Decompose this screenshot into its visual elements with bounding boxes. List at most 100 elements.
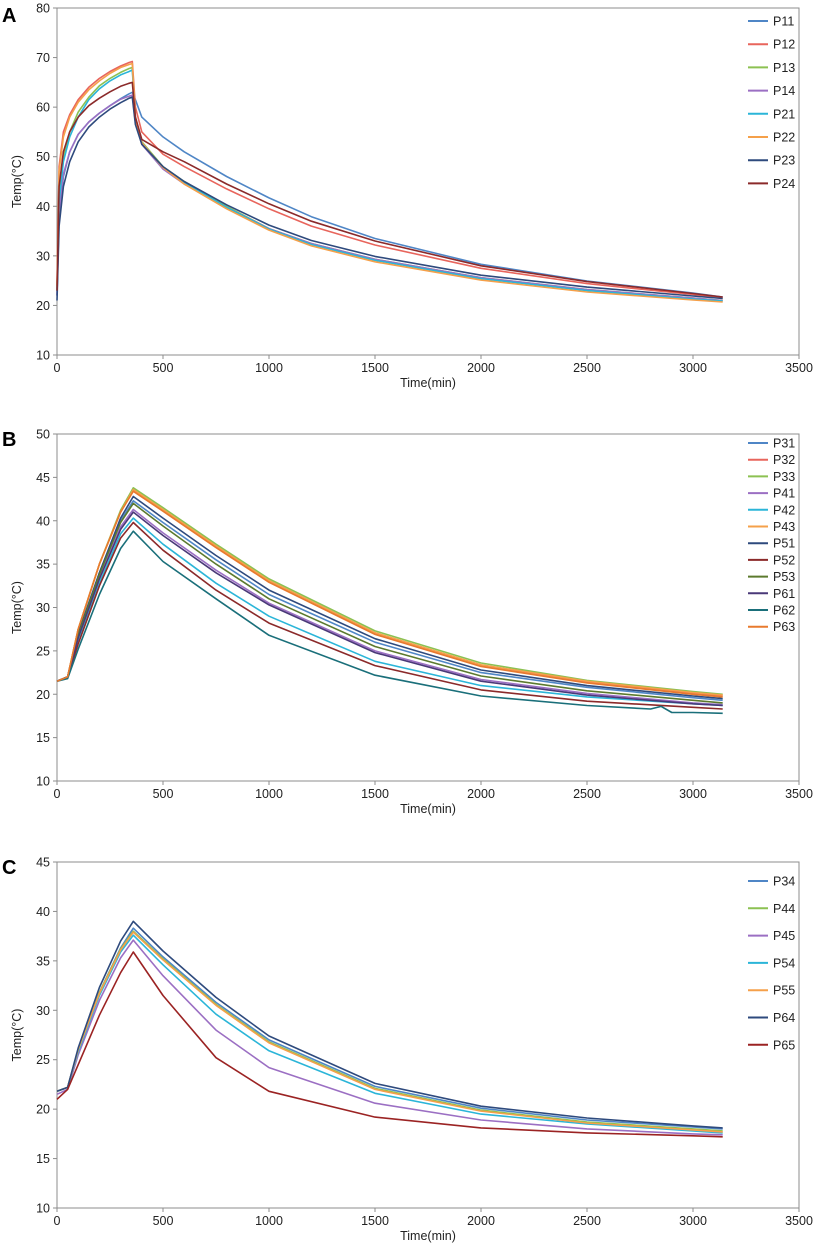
panel-c-x-axis-title: Time(min) (400, 1229, 456, 1243)
panel-a-x-tick-label: 3500 (785, 361, 813, 375)
panel-c-series-p64 (56, 920, 723, 1129)
panel-c-series-p54 (56, 934, 723, 1134)
panel-b-y-tick-label: 35 (36, 558, 50, 572)
panel-a-x-tick-label: 500 (153, 361, 174, 375)
panel-c-x-tick-label: 2500 (573, 1214, 601, 1228)
panel-a-x-tick-label: 3000 (679, 361, 707, 375)
panel-b-plot-frame (56, 433, 800, 782)
panel-b-y-tick-label: 10 (36, 775, 50, 789)
panel-b-legend-label-p51: P51 (773, 537, 795, 551)
panel-b-legend-label-p32: P32 (773, 453, 795, 467)
panel-b-legend-label-p33: P33 (773, 470, 795, 484)
panel-a-y-tick-label: 40 (36, 200, 50, 214)
panel-a-x-tick-label: 0 (54, 361, 61, 375)
panel-c-y-tick-label: 15 (36, 1152, 50, 1166)
panel-a-y-tick-label: 80 (36, 2, 50, 16)
panel-b-x-tick-label: 1500 (361, 787, 389, 801)
panel-a-plot-frame (56, 7, 800, 356)
panel-a-y-axis-title: Temp(°C) (10, 155, 24, 208)
panel-a-legend-label-p13: P13 (773, 61, 795, 75)
panel-a-x-tick-label: 2000 (467, 361, 495, 375)
panel-a-series-p23 (56, 96, 723, 301)
panel-b-x-tick-label: 3500 (785, 787, 813, 801)
panel-b-x-tick-label: 500 (153, 787, 174, 801)
panel-c-legend-label-p54: P54 (773, 956, 795, 970)
panel-a-series-p21 (56, 69, 723, 302)
panel-c-letter: C (2, 857, 16, 879)
panel-c-y-axis-title: Temp(°C) (10, 1009, 24, 1062)
panel-b-y-tick-label: 50 (36, 428, 50, 442)
panel-b-series-p52 (56, 521, 723, 710)
panel-b-legend-label-p61: P61 (773, 587, 795, 601)
panel-a-legend-label-p12: P12 (773, 38, 795, 52)
panel-b-legend-label-p31: P31 (773, 437, 795, 451)
panel-c-series-p65 (56, 951, 723, 1138)
panel-b-legend-label-p43: P43 (773, 520, 795, 534)
panel-b-y-tick-label: 45 (36, 471, 50, 485)
panel-c-x-tick-label: 3000 (679, 1214, 707, 1228)
panel-a-series-p11 (56, 91, 723, 298)
panel-b-y-tick-label: 15 (36, 731, 50, 745)
panel-a-legend-label-p11: P11 (773, 15, 794, 29)
panel-c-x-tick-label: 500 (153, 1214, 174, 1228)
panel-a-legend-label-p14: P14 (773, 84, 795, 98)
panel-a-legend-label-p22: P22 (773, 131, 795, 145)
panel-b-legend-label-p42: P42 (773, 503, 795, 517)
panel-c-y-tick-label: 20 (36, 1103, 50, 1117)
panel-a-letter: A (2, 5, 16, 27)
panel-a-series-p22 (56, 62, 723, 303)
panel-a-legend-label-p24: P24 (773, 177, 795, 191)
panel-c-legend-label-p65: P65 (773, 1038, 795, 1052)
panel-b-series-p53 (56, 502, 723, 704)
panel-a-y-tick-label: 70 (36, 51, 50, 65)
panel-c-plot-frame (56, 861, 800, 1209)
panel-c-legend-label-p34: P34 (773, 875, 795, 889)
panel-c-series-p45 (56, 939, 723, 1136)
panel-b-y-axis-title: Temp(°C) (10, 581, 24, 634)
panel-a-y-tick-label: 30 (36, 249, 50, 263)
panel-b-legend-label-p53: P53 (773, 570, 795, 584)
panel-c-legend-label-p44: P44 (773, 902, 795, 916)
panel-c-y-tick-label: 35 (36, 954, 50, 968)
panel-b-series-p61 (56, 511, 723, 707)
panel-c-y-tick-label: 30 (36, 1004, 50, 1018)
panel-b-x-axis-title: Time(min) (400, 802, 456, 816)
panel-a-series-p14 (56, 94, 723, 302)
panel-c-x-tick-label: 0 (54, 1214, 61, 1228)
panel-a-series-p13 (56, 66, 723, 302)
panel-c-y-tick-label: 10 (36, 1202, 50, 1216)
panel-c-x-tick-label: 1500 (361, 1214, 389, 1228)
panel-b-legend-label-p63: P63 (773, 620, 795, 634)
panel-b-x-tick-label: 2000 (467, 787, 495, 801)
panel-b-y-tick-label: 20 (36, 688, 50, 702)
panel-a-y-tick-label: 60 (36, 101, 50, 115)
panel-a-x-axis-title: Time(min) (400, 376, 456, 390)
panel-b-series-p62 (56, 530, 723, 715)
panel-c-y-tick-label: 25 (36, 1053, 50, 1067)
panel-b-x-tick-label: 1000 (255, 787, 283, 801)
panel-a-y-tick-label: 20 (36, 299, 50, 313)
panel-a-y-tick-label: 10 (36, 349, 50, 363)
panel-b-y-tick-label: 30 (36, 601, 50, 615)
panel-b-letter: B (2, 429, 16, 451)
panel-a-x-tick-label: 1500 (361, 361, 389, 375)
panel-b-x-tick-label: 2500 (573, 787, 601, 801)
panel-c-legend-label-p55: P55 (773, 984, 795, 998)
panel-c-x-tick-label: 1000 (255, 1214, 283, 1228)
panel-c-x-tick-label: 2000 (467, 1214, 495, 1228)
panel-a-x-tick-label: 2500 (573, 361, 601, 375)
panel-b-y-tick-label: 40 (36, 514, 50, 528)
panel-c-y-tick-label: 40 (36, 905, 50, 919)
panel-a-legend-label-p21: P21 (773, 107, 795, 121)
panel-b-legend-label-p52: P52 (773, 553, 795, 567)
panel-c-legend-label-p45: P45 (773, 929, 795, 943)
panel-a-x-tick-label: 1000 (255, 361, 283, 375)
panel-c-y-tick-label: 45 (36, 856, 50, 870)
panel-c-x-tick-label: 3500 (785, 1214, 813, 1228)
panel-a-series-p24 (56, 81, 723, 298)
panel-c-legend-label-p64: P64 (773, 1011, 795, 1025)
panel-c-series-p44 (56, 930, 723, 1132)
panel-b-x-tick-label: 3000 (679, 787, 707, 801)
panel-c-series-p55 (56, 931, 723, 1133)
